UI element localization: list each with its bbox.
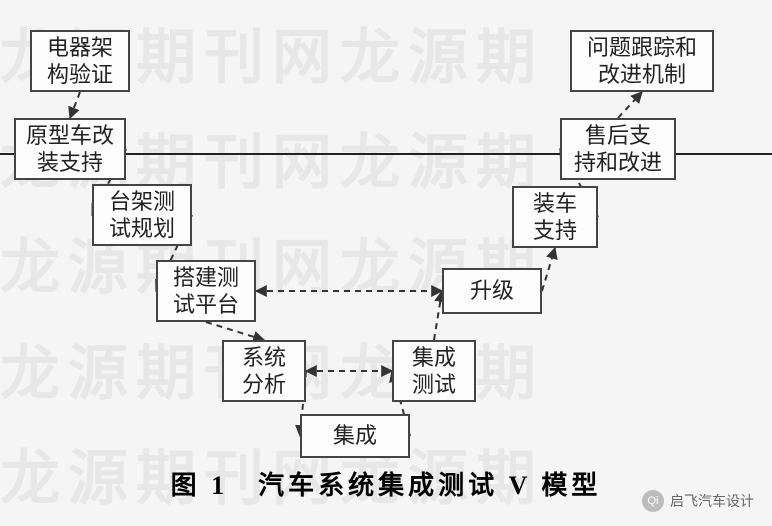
- wechat-icon: Qi: [642, 490, 664, 512]
- caption-text: 图 1 汽车系统集成测试 V 模型: [171, 471, 602, 500]
- edge-n_build-n_sysan: [206, 322, 264, 340]
- node-n_bench: 台架测试规划: [92, 184, 192, 246]
- brand-label: 启飞汽车设计: [670, 491, 754, 511]
- node-n_elec: 电器架构验证: [30, 30, 130, 92]
- node-n_itest: 集成测试: [392, 340, 476, 402]
- footer-brand: Qi 启飞汽车设计: [642, 490, 754, 512]
- node-n_issue: 问题跟踪和改进机制: [570, 30, 714, 92]
- node-n_sysan: 系统分析: [222, 340, 306, 402]
- node-n_proto: 原型车改装支持: [14, 118, 126, 180]
- edge-n_upg-n_veh: [542, 248, 555, 291]
- node-n_integ: 集成: [300, 414, 410, 458]
- node-n_build: 搭建测试平台: [156, 260, 256, 322]
- edge-n_elec-n_proto: [70, 92, 80, 118]
- node-n_upg: 升级: [442, 268, 542, 314]
- node-n_after: 售后支持和改进: [560, 118, 676, 180]
- edge-n_itest-n_upg: [434, 291, 442, 340]
- edge-n_after-n_issue: [618, 92, 642, 118]
- v-model-diagram: 电器架构验证原型车改装支持台架测试规划搭建测试平台系统分析集成 集成测试 升级 装车支…: [0, 0, 772, 526]
- node-n_veh: 装车支持: [512, 186, 598, 248]
